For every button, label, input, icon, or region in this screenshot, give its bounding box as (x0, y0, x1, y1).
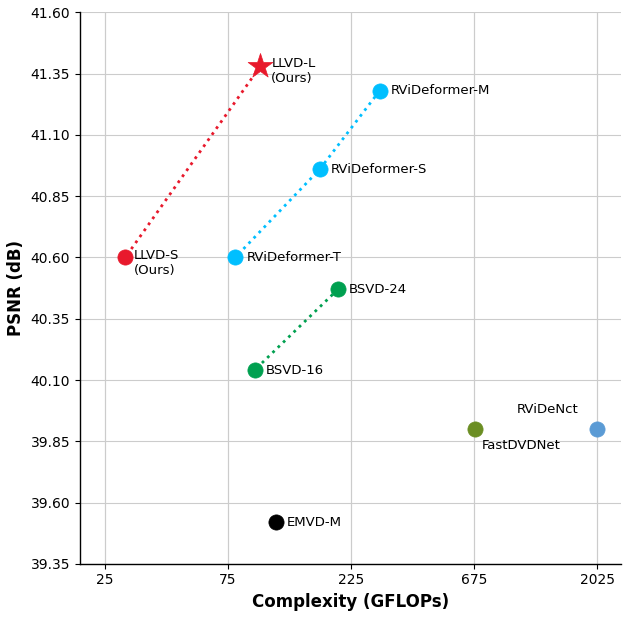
Text: EMVD-M: EMVD-M (287, 515, 342, 528)
Text: FastDVDNet: FastDVDNet (482, 439, 561, 452)
Text: RViDeformer-M: RViDeformer-M (391, 84, 490, 98)
Point (315, 164, 325, 174)
Text: RViDeformer-T: RViDeformer-T (246, 251, 341, 264)
Text: RViDeNct: RViDeNct (517, 403, 578, 416)
Text: BSVD-16: BSVD-16 (266, 364, 324, 377)
Text: LLVD-S
(Ours): LLVD-S (Ours) (134, 249, 179, 277)
Point (121, 253, 131, 263)
Point (470, 424, 480, 434)
Point (374, 86, 384, 96)
Point (230, 253, 241, 263)
Point (592, 424, 602, 434)
Point (271, 517, 281, 527)
Text: BSVD-24: BSVD-24 (349, 283, 407, 296)
Point (249, 365, 259, 375)
Point (255, 61, 265, 71)
Point (333, 284, 343, 294)
X-axis label: Complexity (GFLOPs): Complexity (GFLOPs) (252, 593, 449, 611)
Y-axis label: PSNR (dB): PSNR (dB) (7, 240, 25, 336)
Text: LLVD-L
(Ours): LLVD-L (Ours) (271, 56, 316, 85)
Text: RViDeformer-S: RViDeformer-S (331, 163, 427, 176)
